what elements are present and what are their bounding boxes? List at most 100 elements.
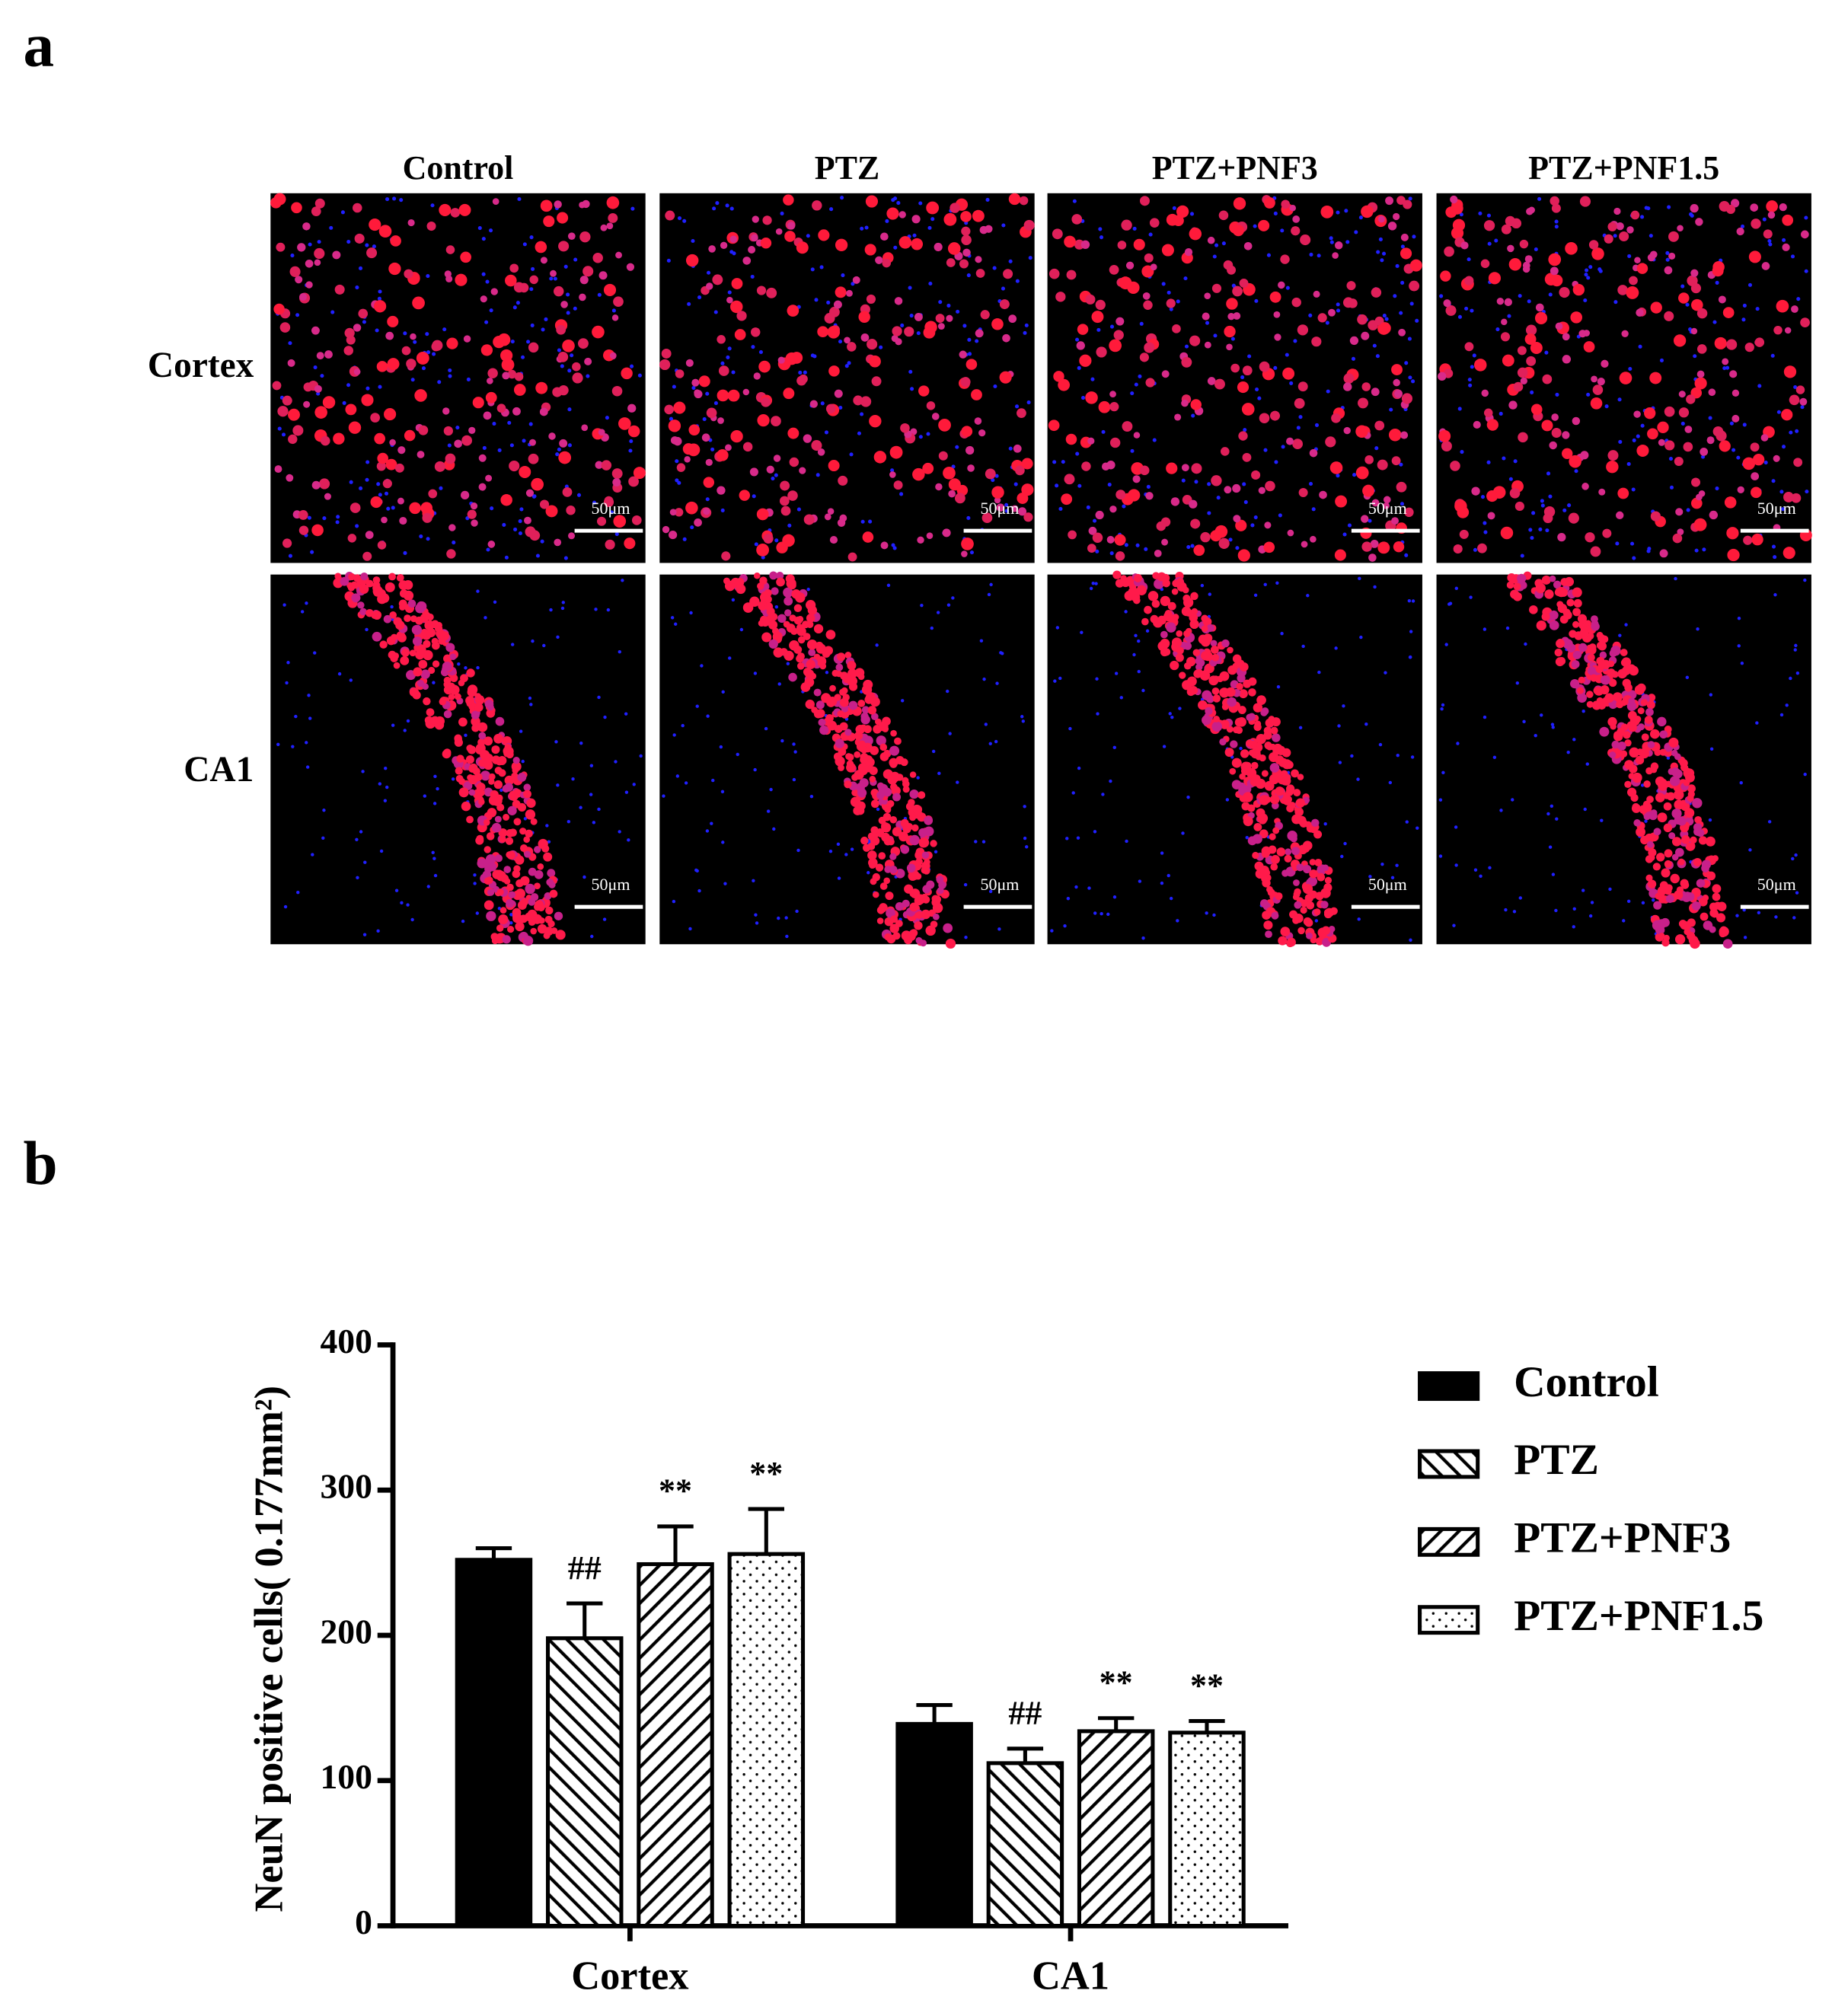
- cell: [1230, 740, 1238, 748]
- bar: [545, 1636, 624, 1928]
- cell: [837, 518, 846, 527]
- cell: [787, 427, 800, 439]
- cell: [1133, 432, 1141, 439]
- cell: [1320, 205, 1334, 219]
- cell: [1657, 716, 1667, 727]
- cell: [1231, 758, 1242, 768]
- cell: [1176, 578, 1184, 585]
- cell: [706, 407, 717, 419]
- cell: [1613, 300, 1618, 305]
- cell: [307, 694, 311, 697]
- cell: [1518, 432, 1528, 443]
- cell: [1527, 299, 1531, 304]
- cell: [1674, 753, 1681, 761]
- cell: [1248, 688, 1256, 697]
- cell: [627, 838, 630, 842]
- cell: [439, 486, 443, 490]
- cell: [1224, 748, 1234, 758]
- cell: [1161, 573, 1170, 582]
- cell: [412, 636, 423, 646]
- cell: [1646, 841, 1654, 848]
- cell: [1112, 570, 1122, 579]
- cell: [1507, 314, 1511, 318]
- significance-label: ##: [1008, 1695, 1042, 1732]
- cell: [447, 443, 452, 448]
- cell: [1645, 874, 1653, 882]
- cell: [1774, 915, 1778, 919]
- cell: [416, 351, 429, 365]
- cell: [1511, 798, 1514, 802]
- cell: [330, 310, 335, 314]
- cell: [956, 309, 960, 314]
- cell: [1137, 669, 1141, 674]
- cell: [1382, 314, 1387, 318]
- cell: [1346, 281, 1356, 291]
- cell: [705, 458, 713, 467]
- cell: [1669, 776, 1680, 786]
- cell: [835, 756, 845, 767]
- cell: [1677, 816, 1687, 826]
- cell: [1237, 716, 1246, 727]
- cell: [727, 290, 732, 295]
- cell: [938, 300, 943, 305]
- cell: [1600, 684, 1610, 695]
- cell: [1712, 892, 1721, 901]
- cell: [1313, 290, 1320, 298]
- cell: [483, 411, 492, 420]
- cell: [1481, 389, 1489, 397]
- cell: [540, 539, 544, 544]
- cell: [1804, 269, 1808, 273]
- cell: [1273, 211, 1278, 215]
- cell: [757, 582, 764, 590]
- cell: [886, 583, 891, 588]
- cell: [824, 313, 835, 324]
- cell: [320, 374, 324, 378]
- cell: [474, 703, 484, 712]
- cell: [1767, 238, 1772, 244]
- cell: [1145, 629, 1150, 633]
- cell: [1141, 936, 1145, 940]
- cell: [895, 901, 905, 911]
- cell: [1091, 581, 1095, 585]
- cell: [1609, 649, 1617, 658]
- cell: [943, 923, 953, 933]
- cell: [729, 250, 734, 254]
- cell: [1109, 339, 1122, 352]
- cell: [1195, 668, 1204, 678]
- cell: [1674, 934, 1686, 945]
- cell: [1483, 627, 1487, 631]
- cell: [1181, 831, 1185, 835]
- cell: [1357, 314, 1368, 325]
- cell: [869, 355, 881, 368]
- cell: [596, 516, 607, 526]
- cell: [365, 531, 374, 539]
- cell: [340, 576, 349, 586]
- cell: [890, 783, 898, 791]
- cell: [1176, 919, 1179, 923]
- cell: [1663, 823, 1673, 833]
- cell: [1438, 854, 1443, 858]
- cell: [595, 461, 603, 469]
- y-tick-label: 0: [355, 1903, 372, 1941]
- cell: [1200, 583, 1205, 588]
- cell: [1794, 853, 1798, 857]
- cell: [305, 765, 310, 769]
- cell: [955, 445, 959, 449]
- cell: [1115, 551, 1125, 561]
- cell: [975, 269, 985, 278]
- cell: [938, 451, 948, 461]
- cell: [702, 417, 707, 422]
- cell: [432, 660, 440, 668]
- cell: [426, 708, 435, 716]
- cell: [605, 539, 615, 550]
- cell: [1144, 253, 1154, 263]
- cell: [361, 770, 365, 774]
- cell: [1534, 579, 1543, 588]
- cell: [1096, 346, 1107, 358]
- cell: [813, 688, 822, 697]
- cell: [1672, 533, 1683, 544]
- column-label: PTZ+PNF1.5: [1528, 149, 1719, 187]
- cell: [1285, 788, 1294, 796]
- cell: [1314, 919, 1319, 923]
- cell: [606, 222, 614, 230]
